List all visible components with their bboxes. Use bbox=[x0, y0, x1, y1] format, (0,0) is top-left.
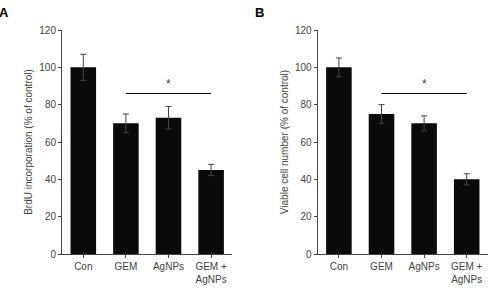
svg-text:40: 40 bbox=[300, 174, 312, 185]
svg-text:120: 120 bbox=[39, 25, 56, 36]
svg-text:*: * bbox=[422, 77, 427, 91]
svg-text:100: 100 bbox=[295, 62, 312, 73]
svg-text:80: 80 bbox=[45, 99, 57, 110]
svg-text:AgNPs: AgNPs bbox=[409, 261, 440, 272]
svg-text:120: 120 bbox=[295, 25, 312, 36]
svg-text:BrdU incorporation (% of contr: BrdU incorporation (% of control) bbox=[23, 69, 34, 215]
svg-text:60: 60 bbox=[45, 137, 57, 148]
svg-text:Con: Con bbox=[330, 261, 348, 272]
svg-text:GEM: GEM bbox=[370, 261, 393, 272]
svg-text:0: 0 bbox=[306, 249, 312, 260]
svg-text:GEM: GEM bbox=[115, 261, 138, 272]
svg-text:*: * bbox=[166, 77, 171, 91]
svg-text:GEM +AgNPs: GEM +AgNPs bbox=[195, 261, 227, 285]
svg-text:60: 60 bbox=[300, 137, 312, 148]
svg-text:A: A bbox=[0, 5, 9, 20]
svg-text:20: 20 bbox=[45, 211, 57, 222]
svg-text:100: 100 bbox=[39, 62, 56, 73]
svg-text:AgNPs: AgNPs bbox=[153, 261, 184, 272]
svg-text:GEM +AgNPs: GEM +AgNPs bbox=[451, 261, 483, 285]
svg-text:B: B bbox=[255, 5, 264, 20]
svg-text:80: 80 bbox=[300, 99, 312, 110]
svg-text:Viable cell number (% of contr: Viable cell number (% of control) bbox=[279, 70, 290, 214]
svg-text:40: 40 bbox=[45, 174, 57, 185]
svg-text:20: 20 bbox=[300, 211, 312, 222]
svg-text:0: 0 bbox=[50, 249, 56, 260]
svg-text:Con: Con bbox=[74, 261, 92, 272]
